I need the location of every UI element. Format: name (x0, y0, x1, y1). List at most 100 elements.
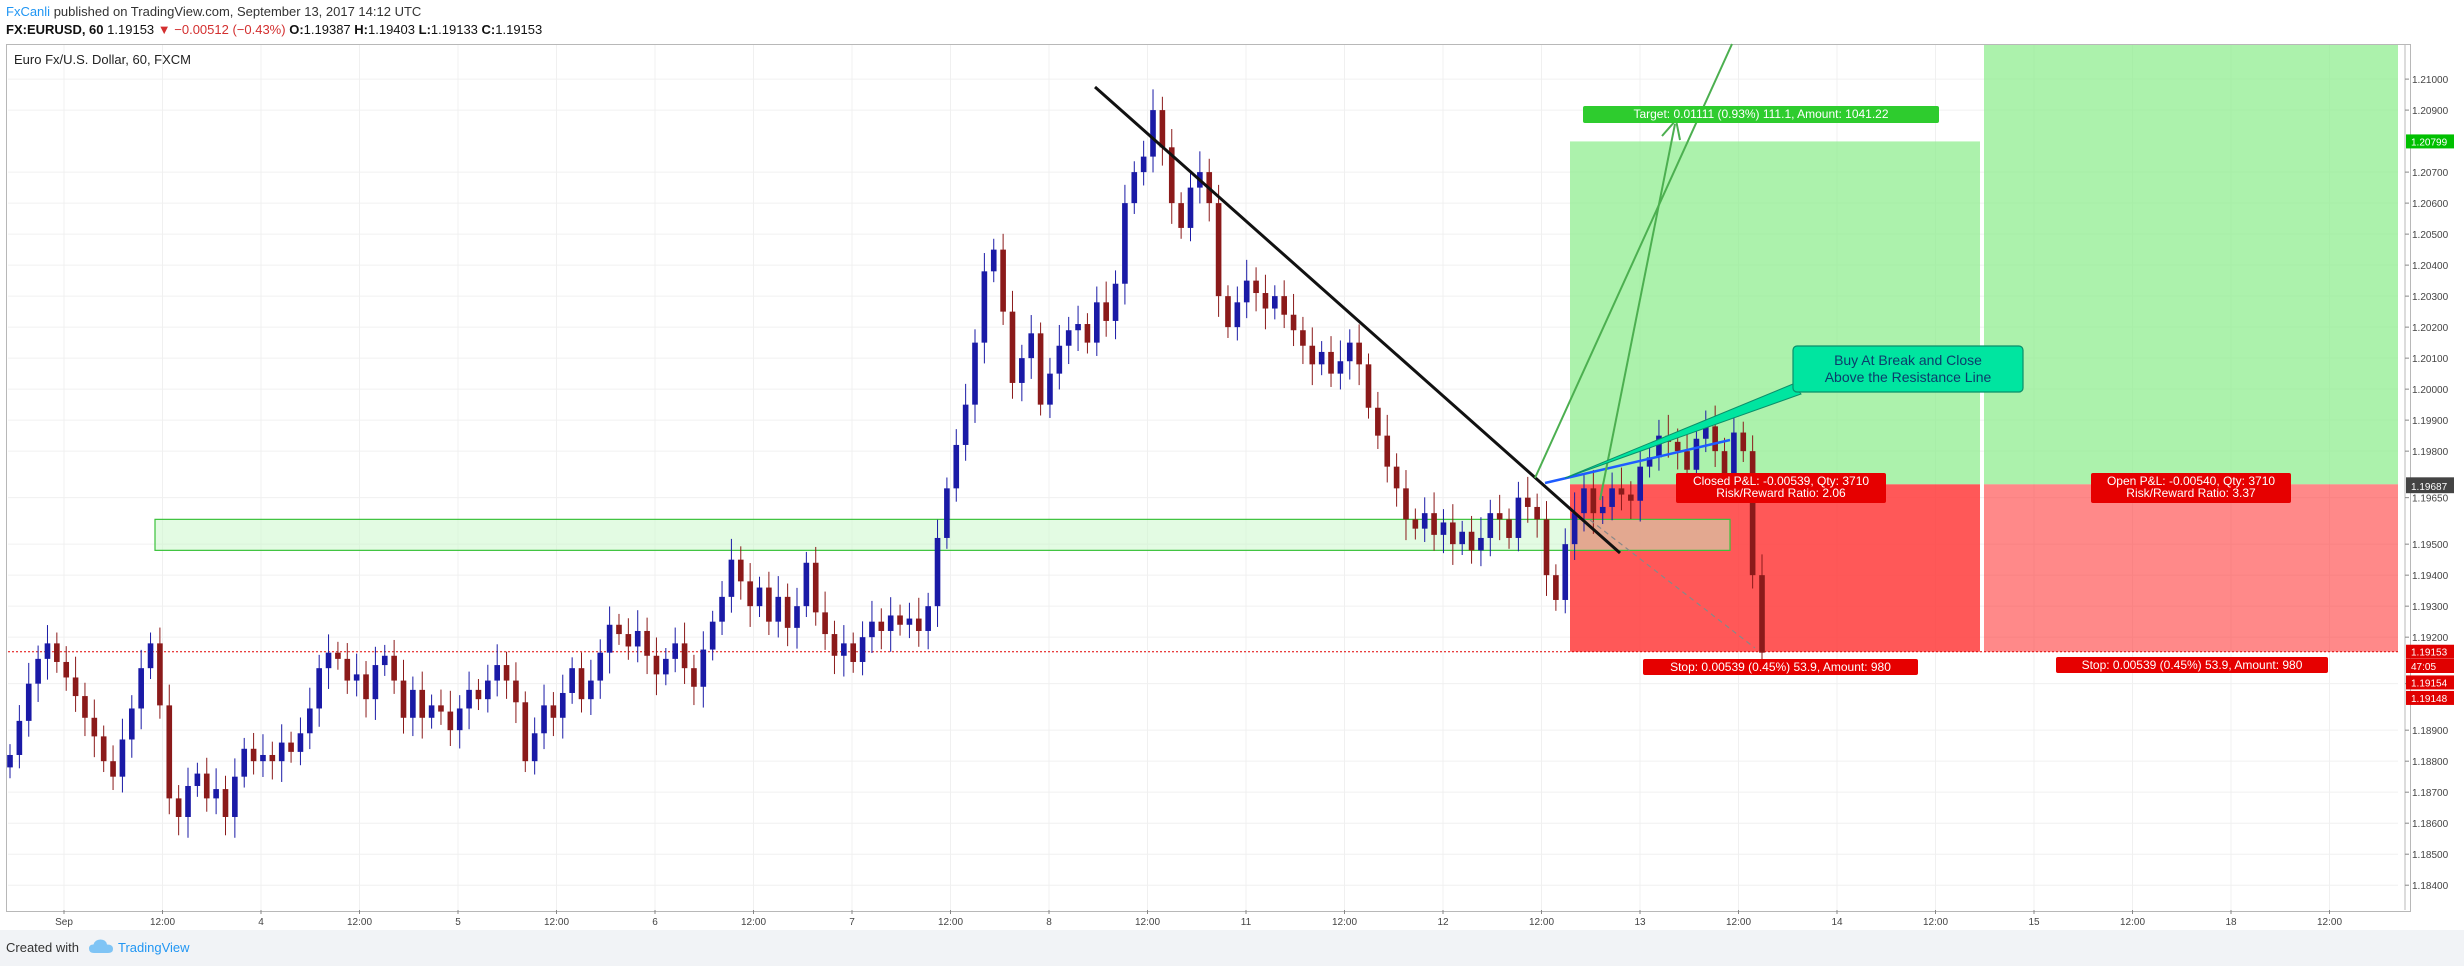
author-link[interactable]: FxCanli (6, 4, 51, 19)
candle-body (803, 562, 810, 607)
time-tick-label: 4 (258, 917, 264, 928)
candle-body (1459, 531, 1466, 545)
candle-body (1168, 147, 1175, 204)
candle-body (1562, 544, 1569, 600)
closed-pl-label-bg (1676, 473, 1886, 503)
open-value: 1.19387 (303, 22, 351, 37)
candle-body (1693, 438, 1700, 470)
candle-body (278, 742, 285, 762)
candle-body (550, 705, 557, 718)
candle-body (1187, 187, 1194, 228)
candle-body (1047, 373, 1053, 405)
time-tick-label: 5 (455, 917, 461, 928)
candle-body (63, 661, 70, 678)
candle-body (288, 742, 294, 752)
candle-body (344, 658, 351, 681)
candle-body (1599, 506, 1606, 514)
candle-body (494, 665, 500, 681)
candle-body (456, 708, 463, 731)
candle-body (82, 696, 88, 718)
price-tick-label: 1.20200 (2412, 323, 2449, 334)
candle-body (7, 754, 13, 768)
candle-body (119, 739, 126, 777)
candle-body (747, 581, 753, 607)
candle-body (91, 717, 98, 737)
candle-body (709, 621, 716, 650)
candle-body (447, 711, 454, 731)
candle-body (1318, 351, 1325, 365)
low-label: L: (418, 22, 431, 37)
candle-body (1056, 345, 1063, 374)
candle-body (1084, 324, 1091, 343)
candle-body (812, 562, 819, 613)
price-tick-label: 1.18500 (2412, 850, 2449, 861)
price-tick-label: 1.20500 (2412, 230, 2449, 241)
candle-body (981, 271, 988, 343)
candle-body (663, 658, 669, 675)
price-tick-label: 1.18900 (2412, 726, 2449, 737)
candle-body (260, 754, 266, 762)
trade-path-line (1589, 519, 1756, 649)
stop-zone-1 (1570, 484, 1980, 652)
candle-body (897, 615, 903, 625)
candle-body (1028, 333, 1035, 359)
time-tick-label: 12:00 (347, 917, 372, 928)
ohlc-line: FX:EURUSD, 60 1.19153 ▼ −0.00512 (−0.43%… (6, 22, 542, 37)
tradingview-link[interactable]: TradingView (118, 940, 190, 955)
candle-body (1037, 333, 1044, 405)
candle-body (269, 754, 276, 762)
publish-line: FxCanli published on TradingView.com, Se… (6, 4, 421, 19)
candle-body (953, 444, 960, 489)
candle-body (878, 621, 885, 631)
price-tick-label: 1.20600 (2412, 199, 2449, 210)
candle-body (1702, 426, 1709, 439)
candle-body (297, 733, 304, 752)
candle-body (728, 559, 735, 597)
candle-body (128, 708, 135, 740)
projection-arrow-2 (1599, 123, 1676, 501)
candle-body (691, 668, 697, 687)
price-tick-label: 1.21000 (2412, 75, 2449, 86)
price-tag-label: 1.19148 (2411, 694, 2448, 705)
candle-body (157, 643, 163, 706)
candle-body (1393, 466, 1400, 489)
candle-body (1553, 575, 1559, 600)
chart-title: Euro Fx/U.S. Dollar, 60, FXCM (14, 52, 191, 67)
target-zone-2 (1984, 45, 2398, 485)
candle-body (775, 596, 782, 622)
candle-body (1515, 497, 1522, 538)
candle-body (1075, 324, 1081, 331)
candle-body (1300, 330, 1306, 346)
candle-body (606, 624, 613, 653)
candle-body (503, 665, 510, 681)
price-tag-bg (2406, 644, 2454, 659)
candle-body (72, 677, 79, 697)
time-tick-label: 12:00 (1726, 917, 1751, 928)
candle-body (1618, 488, 1625, 495)
stop-label-1-text: Stop: 0.00539 (0.45%) 53.9, Amount: 980 (1670, 660, 1891, 674)
candle-body (306, 708, 313, 734)
price-tick-label: 1.20100 (2412, 354, 2449, 365)
candle-body (887, 615, 894, 631)
price-tag-label: 1.19154 (2411, 678, 2448, 689)
candle-body (925, 606, 931, 631)
candle-body (1590, 488, 1597, 514)
change-value: ▼ −0.00512 (−0.43%) (157, 22, 286, 37)
candle-body (175, 798, 182, 817)
price-tag-label: 1.19687 (2411, 482, 2448, 493)
candle-body (578, 668, 585, 700)
candle-body (1122, 203, 1128, 284)
candle-body (1150, 110, 1156, 157)
price-tick-label: 1.19800 (2412, 447, 2449, 458)
candle-body (1431, 513, 1437, 535)
candle-body (1712, 426, 1718, 452)
price-tag-bg (2406, 479, 2454, 494)
candle-body (1112, 283, 1119, 321)
candle-body (1421, 513, 1428, 529)
time-tick-label: 12:00 (2317, 917, 2342, 928)
time-tick-label: 6 (652, 917, 658, 928)
candle-body (831, 634, 838, 656)
support-zone (154, 518, 1731, 551)
candle-body (241, 748, 248, 777)
